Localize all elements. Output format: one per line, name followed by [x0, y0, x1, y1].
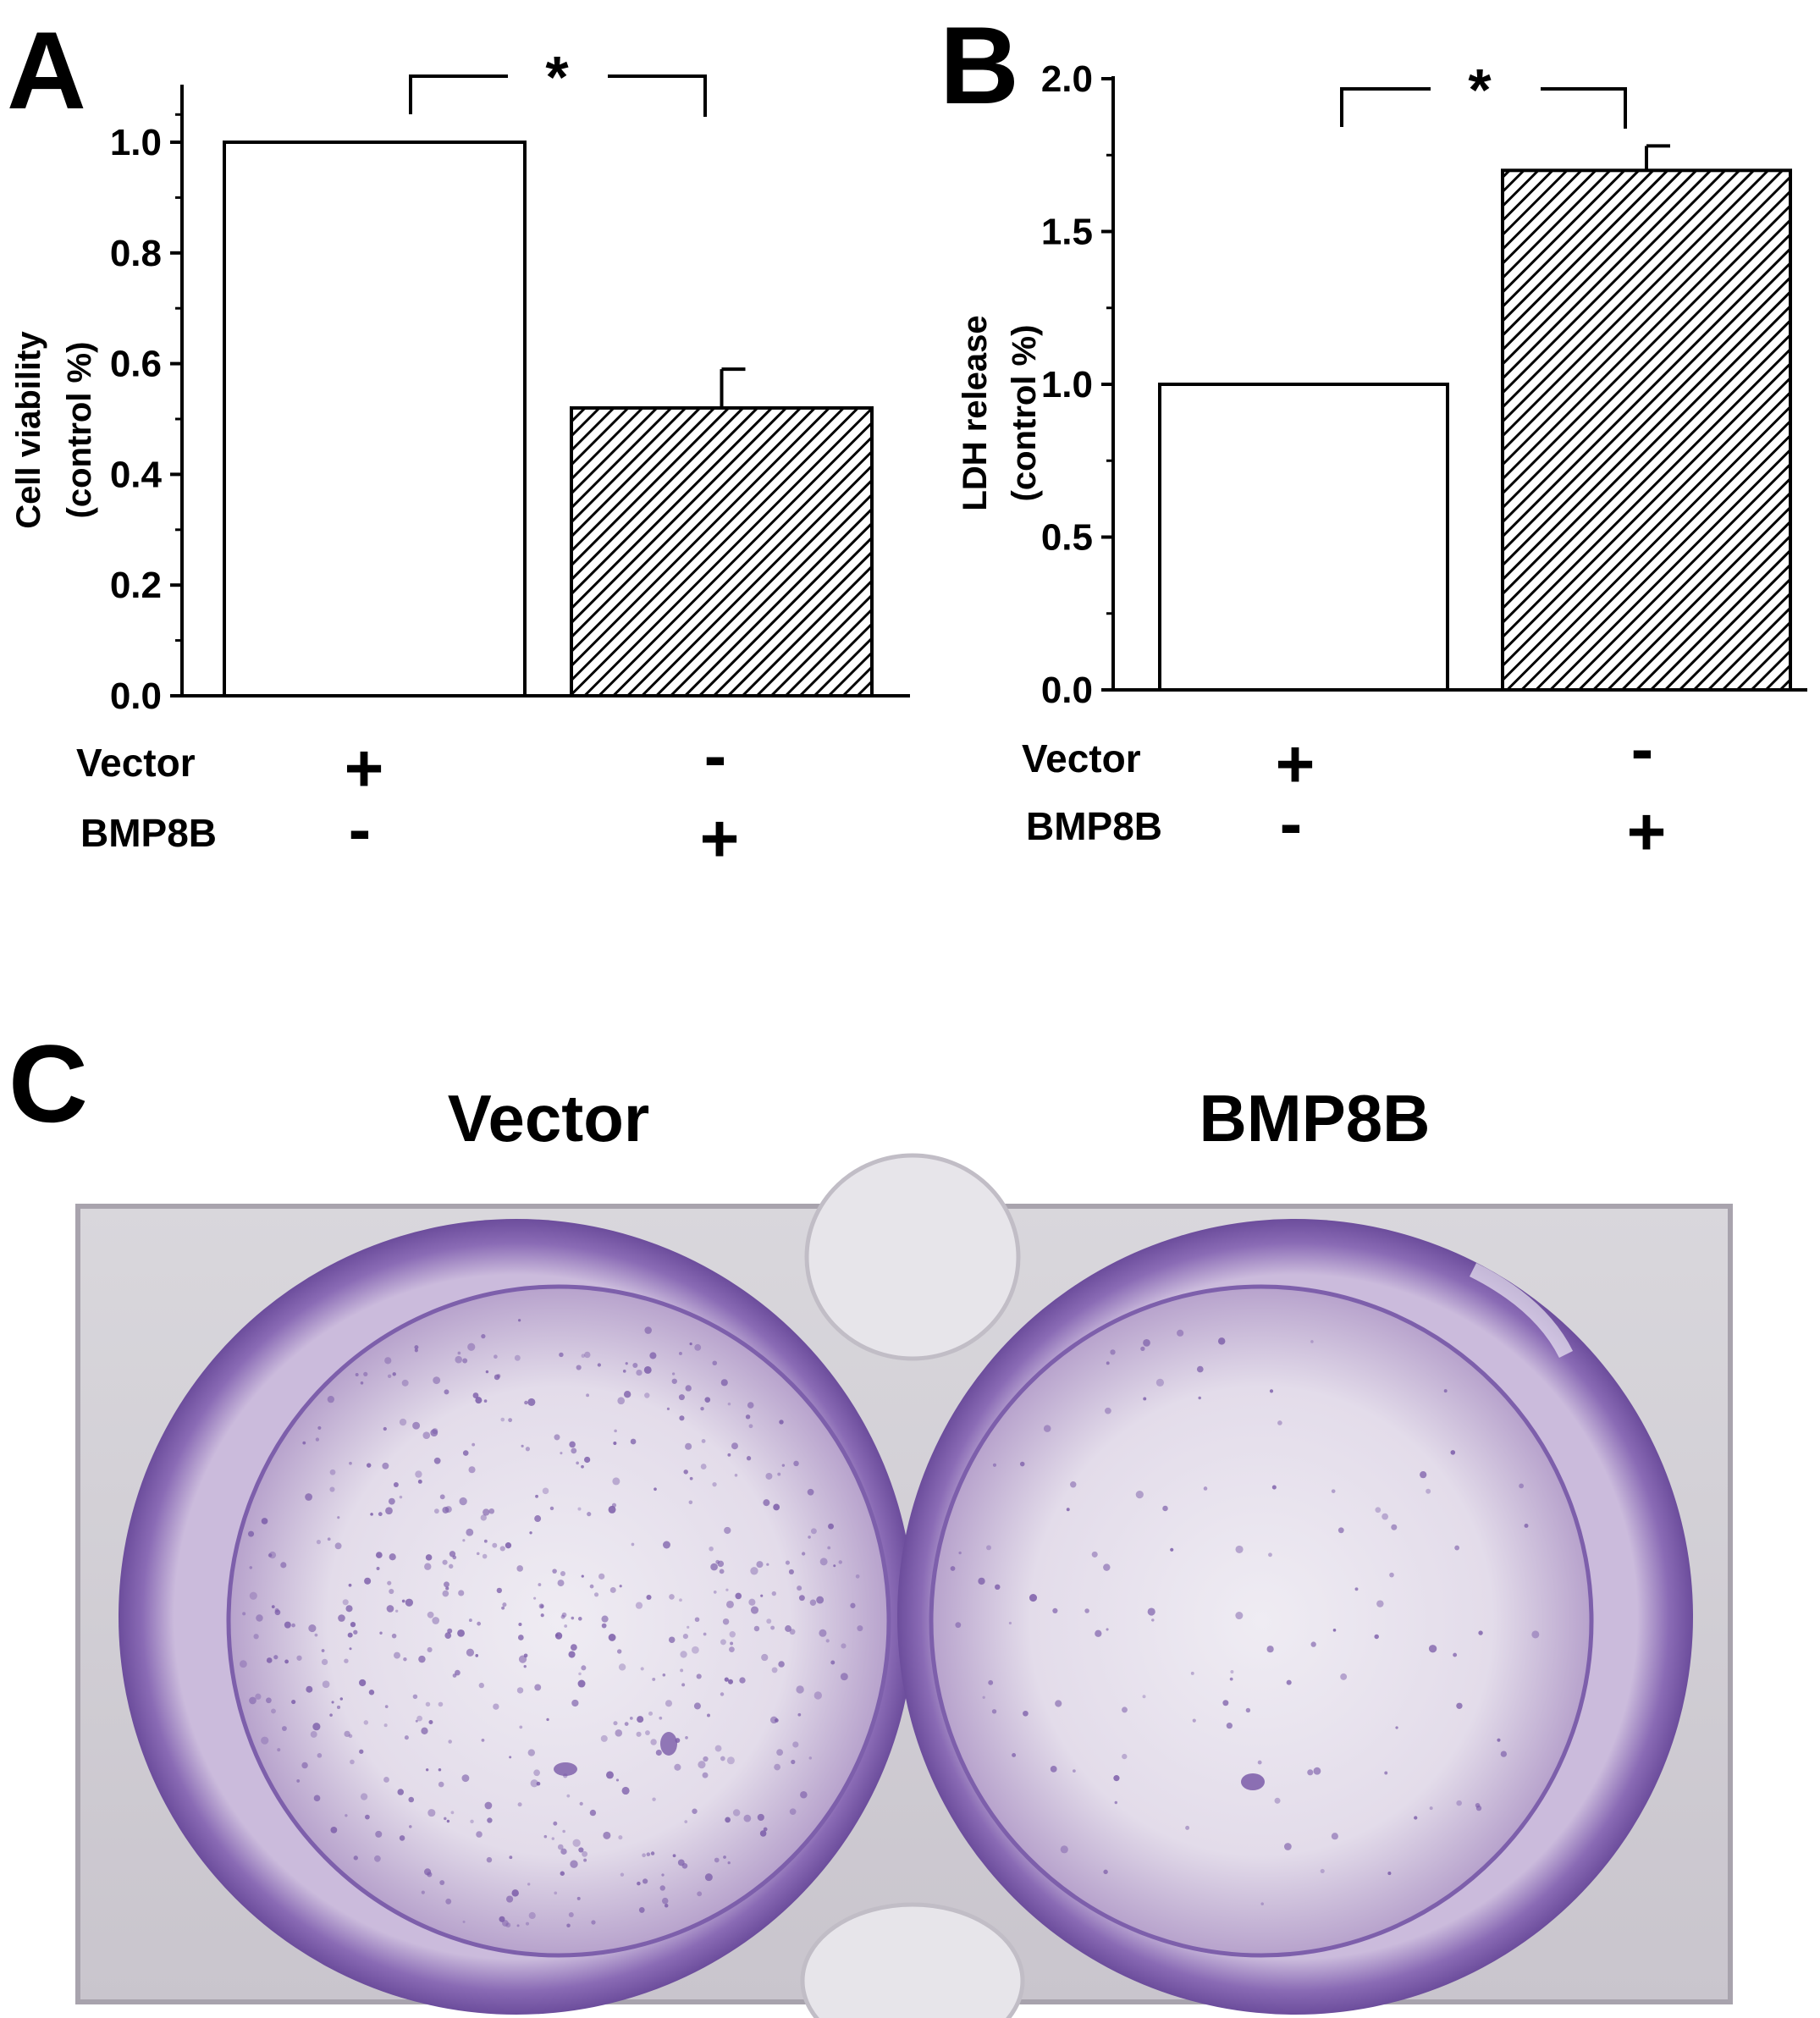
bar-vector — [223, 141, 527, 697]
panel-c: C Vector BMP8B — [8, 1022, 1733, 2018]
condition-label-bmp8b: BMP8B — [1026, 804, 1162, 848]
chart-a: A Cell viability (control %) 0.0 0.2 0.4 0.… — [7, 8, 910, 876]
y-tick-label: 0.2 — [110, 565, 162, 606]
y-tick-label: 2.0 — [1041, 58, 1093, 100]
significance-bracket — [1340, 87, 1627, 129]
bar-bmp8b — [1501, 168, 1792, 692]
group-title-bmp8b: BMP8B — [1199, 1081, 1430, 1155]
y-tick-label: 1.5 — [1041, 212, 1093, 253]
culture-plate-photo — [75, 1153, 1733, 2018]
y-tick-label: 1.0 — [1041, 364, 1093, 405]
y-tick-label: 0.4 — [110, 454, 163, 495]
condition-label-bmp8b: BMP8B — [80, 811, 217, 855]
chart-b: B LDH release (control %) 0.0 0.5 1.0 1.5 2.… — [940, 3, 1807, 869]
y-tick-label: 1.0 — [110, 122, 162, 163]
panel-letter-c: C — [8, 1022, 88, 1145]
y-tick-label: 0.6 — [110, 344, 162, 385]
significance-marker: * — [545, 44, 569, 110]
vector-sign-bar2: - — [1631, 711, 1654, 786]
y-tick-label: 0.0 — [1041, 670, 1093, 711]
y-axis-label-line1: Cell viability — [10, 331, 47, 529]
y-tick-label: 0.8 — [110, 233, 162, 274]
bar-bmp8b — [570, 405, 874, 697]
significance-bracket — [409, 74, 707, 117]
condition-label-vector: Vector — [1022, 736, 1141, 780]
bar-vector — [1158, 383, 1449, 692]
bmp8b-sign-bar2: + — [700, 801, 740, 876]
bmp8b-sign-bar2: + — [1627, 794, 1667, 869]
significance-marker: * — [1468, 57, 1492, 123]
condition-label-vector: Vector — [76, 741, 196, 785]
panel-letter-b: B — [940, 3, 1019, 127]
vector-sign-bar1: + — [345, 731, 384, 806]
group-title-vector: Vector — [448, 1081, 649, 1155]
y-tick-label: 0.5 — [1041, 517, 1093, 559]
y-axis-label-line1: LDH release — [957, 315, 994, 510]
vector-sign-bar1: + — [1276, 726, 1315, 802]
y-tick-label: 0.0 — [110, 675, 162, 717]
panel-letter-a: A — [7, 8, 86, 132]
bmp8b-sign-bar1: - — [349, 791, 372, 867]
y-axis-label-line2: (control %) — [61, 342, 98, 519]
y-axis-label-line2: (control %) — [1006, 325, 1043, 502]
vector-sign-bar2: - — [704, 718, 727, 793]
bmp8b-sign-bar1: - — [1280, 786, 1303, 861]
